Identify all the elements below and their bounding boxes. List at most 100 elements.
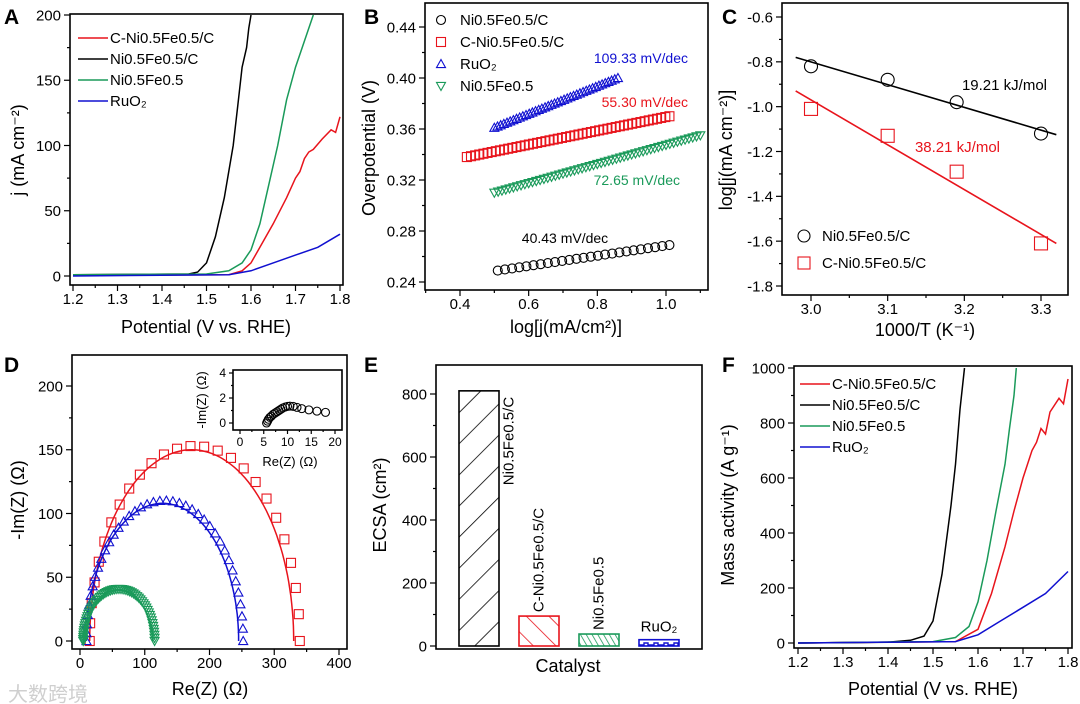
a-legend-label: Ni0.5Fe0.5/C — [110, 51, 199, 68]
f-x-tick-label: 1.3 — [833, 654, 854, 671]
e-bar-label: RuO₂ — [641, 619, 678, 636]
d-data-point — [219, 544, 231, 555]
b-data-point — [578, 252, 589, 263]
b-legend-label: Ni0.5Fe0.5 — [460, 78, 533, 95]
d-data-point — [85, 590, 97, 600]
panel-label-f: F — [722, 354, 735, 377]
d-data-point — [230, 575, 242, 586]
d-y-axis-title: -Im(Z) (Ω) — [8, 460, 28, 539]
d-x-tick-label: 0 — [76, 655, 84, 672]
a-x-tick-label: 1.7 — [285, 291, 306, 308]
b-data-point — [514, 262, 525, 273]
e-y-axis-title: ECSA (cm²) — [370, 457, 390, 552]
di-axes: 0 5 10 15 20 0 2 4 — [219, 366, 343, 449]
d-inset-data-point — [292, 402, 302, 412]
d-data-point — [237, 635, 249, 646]
d-data-point — [106, 517, 117, 528]
b-data-point — [635, 244, 646, 255]
e-frame — [435, 364, 703, 650]
c-data-point — [803, 59, 819, 74]
d-inset-data-point — [320, 407, 331, 417]
f-series-line — [797, 367, 1018, 644]
panel-label-d: D — [4, 354, 19, 377]
d-data-point — [148, 630, 160, 641]
a-legend-label: Ni0.5Fe0.5 — [110, 72, 183, 89]
di-x-tick-label: 0 — [237, 435, 244, 449]
d-data-point — [232, 586, 244, 597]
b-data-point — [571, 253, 582, 264]
di-y-tick-label: 0 — [219, 416, 226, 430]
d-series-group — [77, 441, 305, 647]
b-data-point — [650, 242, 661, 253]
b-x-tick-label: 0.6 — [518, 296, 539, 313]
c-energy-label: 19.21 kJ/mol — [962, 77, 1047, 94]
b-data-point — [642, 243, 654, 254]
d-y-tick-label: 0 — [55, 633, 63, 650]
f-y-tick-label: 200 — [760, 580, 785, 597]
b-axes: 0.4 0.6 0.8 1.0 0.24 0.28 0.32 0.36 0.40 0.44 40.4… — [387, 2, 709, 313]
di-x-tick-label: 5 — [260, 435, 267, 449]
d-data-point — [279, 534, 290, 545]
c-y-tick-label: -1.2 — [747, 144, 773, 161]
a-series-line — [72, 14, 252, 276]
f-y-tick-label: 1000 — [752, 360, 785, 377]
b-data-point — [607, 248, 618, 259]
a-y-tick-label: 150 — [36, 73, 61, 90]
d-data-point — [238, 463, 249, 474]
e-bar-label: Ni0.5Fe0.5/C — [501, 397, 518, 486]
a-y-tick-label: 50 — [44, 203, 61, 220]
b-data-point — [609, 73, 621, 84]
d-data-point — [214, 535, 226, 546]
f-legend-label: Ni0.5Fe0.5 — [832, 418, 905, 435]
d-data-point — [250, 476, 261, 488]
e-bar — [578, 633, 620, 647]
d-fit-curve — [85, 502, 240, 641]
d-data-point — [160, 494, 172, 505]
d-data-point — [180, 500, 192, 510]
f-x-tick-label: 1.2 — [788, 654, 809, 671]
panel-label-a: A — [4, 6, 19, 29]
b-data-point — [492, 265, 503, 276]
e-bar — [638, 638, 680, 647]
e-bar-label: Ni0.5Fe0.5 — [591, 557, 608, 630]
b-data-point — [542, 258, 553, 269]
c-data-point — [880, 72, 895, 87]
b-x-tick-label: 1.0 — [656, 296, 677, 313]
c-y-tick-label: -1.4 — [747, 189, 773, 206]
d-inset-data-point — [297, 404, 307, 414]
d-data-point — [149, 633, 160, 644]
c-y-tick-label: -1.6 — [747, 233, 773, 250]
a-x-axis-title: Potential (V vs. RHE) — [121, 317, 291, 337]
f-series-line — [797, 378, 1069, 644]
d-data-point — [129, 590, 141, 601]
b-data-point — [557, 255, 568, 267]
f-x-tick-label: 1.8 — [1058, 654, 1079, 671]
b-data-point — [499, 264, 510, 275]
d-data-point — [123, 510, 135, 521]
c-x-tick-label: 3.2 — [954, 301, 975, 318]
c-data-point — [1033, 126, 1049, 141]
f-x-tick-label: 1.4 — [878, 654, 899, 671]
b-data-point — [549, 256, 561, 268]
d-data-point — [223, 554, 235, 565]
d-inset-data-point — [263, 414, 274, 424]
b-legend-marker — [435, 58, 447, 69]
b-data-point — [657, 241, 668, 252]
b-legend-marker — [435, 36, 447, 48]
a-x-tick-label: 1.3 — [107, 291, 128, 308]
a-series-line — [72, 14, 315, 276]
b-y-tick-label: 0.36 — [387, 121, 416, 138]
d-data-point — [293, 609, 304, 620]
b-data-point — [585, 251, 596, 262]
d-inset-data-point — [312, 406, 322, 416]
b-data-point — [592, 250, 603, 261]
d-data-point — [108, 529, 120, 539]
d-data-point — [236, 610, 248, 621]
a-y-tick-label: 100 — [36, 138, 61, 155]
a-x-tick-label: 1.4 — [152, 291, 173, 308]
d-x-tick-label: 300 — [262, 655, 287, 672]
b-slope-label: 55.30 mV/dec — [602, 94, 688, 110]
b-x-tick-label: 0.8 — [587, 296, 608, 313]
c-x-tick-label: 3.0 — [801, 301, 822, 318]
b-x-axis-title: log[j(mA/cm²)] — [510, 317, 622, 337]
